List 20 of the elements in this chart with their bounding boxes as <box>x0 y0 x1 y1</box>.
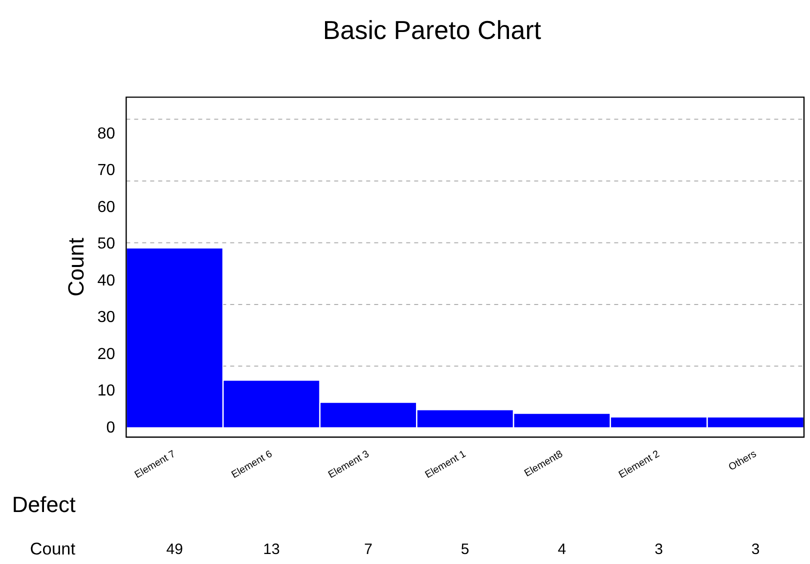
y-tick-label: 10 <box>97 382 116 400</box>
y-tick-label: 70 <box>97 162 116 180</box>
data-label: 49 <box>166 541 183 558</box>
x-axis-title: Defect <box>12 492 76 518</box>
chart-title: Basic Pareto Chart <box>322 14 542 45</box>
text: Count <box>30 540 76 559</box>
y-tick-label: 20 <box>97 346 116 363</box>
data-label: 3 <box>654 541 663 558</box>
y-tick-label: 60 <box>97 198 116 216</box>
data-label: 3 <box>751 541 760 558</box>
data-label: 4 <box>558 541 566 558</box>
y-tick-label: 40 <box>97 272 116 290</box>
data-label: 13 <box>263 541 280 558</box>
y-tick-label: 30 <box>97 309 116 326</box>
y-tick-label: 80 <box>97 125 116 142</box>
data-label: 7 <box>364 541 372 558</box>
data-label: 5 <box>460 541 470 558</box>
y-tick-label: 50 <box>97 236 116 253</box>
y-axis-title: Count <box>63 238 88 297</box>
y-tick-label: 0 <box>106 419 116 436</box>
